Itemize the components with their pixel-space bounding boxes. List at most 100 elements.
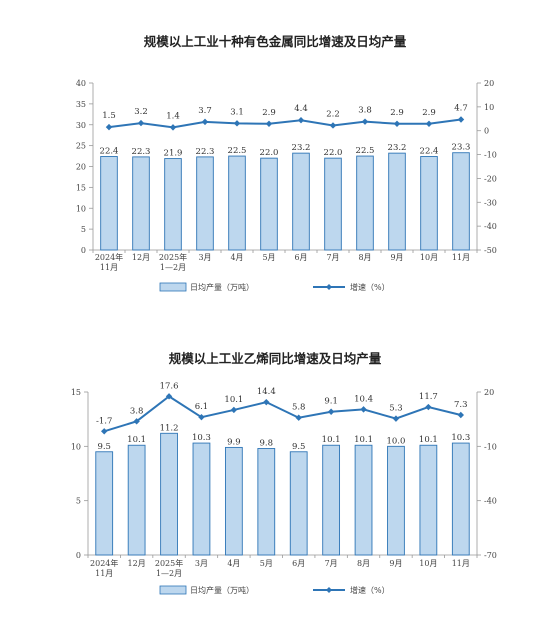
y2-tick-label: -20 <box>484 174 497 183</box>
y2-tick-label: 0 <box>484 127 489 136</box>
y2-tick-label: -10 <box>484 151 497 160</box>
bar <box>388 152 406 251</box>
bar-value-label: 9.5 <box>292 442 306 452</box>
legend-bar-swatch <box>159 282 187 292</box>
bar <box>451 442 470 556</box>
bar <box>160 432 178 556</box>
x-tick-label: 4月 <box>227 559 240 568</box>
bar <box>387 445 405 556</box>
bar-value-label: 10.1 <box>322 435 341 445</box>
x-tick-label: 2025年 <box>159 252 187 262</box>
growth-point <box>105 123 113 131</box>
growth-point <box>169 124 177 131</box>
bar <box>354 444 373 556</box>
bar-value-label: 22.4 <box>100 146 119 156</box>
growth-value-label: 4.7 <box>454 104 468 114</box>
growth-value-label: 5.8 <box>292 403 306 413</box>
growth-point <box>233 120 241 127</box>
legend-line-label: 增速（%） <box>350 282 390 292</box>
bar-value-label: 23.3 <box>452 143 471 153</box>
y-tick-label: 25 <box>76 142 86 151</box>
growth-point <box>425 403 432 411</box>
bar-value-label: 9.8 <box>260 439 274 449</box>
bar-value-label: 23.2 <box>292 143 311 153</box>
x-tick-label: 9月 <box>389 559 402 568</box>
x-tick-label: 12月 <box>132 253 150 262</box>
bar <box>292 152 310 251</box>
growth-point <box>392 415 400 422</box>
chart-1: 规模以上工业十种有色金属同比增速及日均产量 0 5 10 15 20 25 30 35 40 -50… <box>76 34 497 292</box>
growth-value-label: 11.7 <box>419 392 438 402</box>
y-tick-label: 30 <box>76 121 86 130</box>
y2-tick-label: 10 <box>484 103 494 112</box>
bar-value-label: 9.5 <box>97 442 111 452</box>
growth-point <box>295 414 302 421</box>
growth-value-label: 2.2 <box>326 109 340 119</box>
bar <box>452 152 470 251</box>
bar <box>95 451 114 556</box>
bar <box>132 156 150 251</box>
legend-line-marker <box>326 284 332 290</box>
x-tick-label: 3月 <box>198 253 211 262</box>
legend-line-label: 增速（%） <box>350 585 390 595</box>
y-tick-label: 20 <box>76 163 86 172</box>
growth-value-label: 2.9 <box>390 108 404 118</box>
growth-value-label: 9.1 <box>324 397 338 407</box>
bar-value-label: 9.9 <box>227 437 241 447</box>
bar <box>196 156 214 251</box>
growth-point <box>297 117 305 124</box>
x-tick-label: 11月 <box>452 559 470 568</box>
x-tick-label: 2024年 <box>95 252 123 262</box>
y2-tick-label: -10 <box>484 442 497 451</box>
bar-value-label: 22.3 <box>196 147 215 157</box>
x-tick-label: 3月 <box>195 559 208 568</box>
y2-tick-label: -40 <box>484 497 497 506</box>
x-tick-label: 11月 <box>100 263 118 272</box>
bar-value-label: 22.5 <box>228 146 247 156</box>
bar-value-label: 10.1 <box>354 435 373 445</box>
chart-title: 规模以上工业乙烯同比增速及日均产量 <box>169 351 382 366</box>
y-tick-label: 15 <box>71 388 81 397</box>
x-tick-label: 8月 <box>358 253 371 262</box>
x-tick-label: 7月 <box>326 253 339 262</box>
growth-value-label: 3.8 <box>130 406 144 416</box>
bar <box>224 446 243 556</box>
y2-tick-label: 20 <box>484 79 494 88</box>
growth-value-label: 10.1 <box>224 395 243 405</box>
growth-value-label: 17.6 <box>160 381 179 391</box>
growth-value-label: 10.4 <box>354 394 373 404</box>
x-tick-label: 1—2月 <box>156 569 182 578</box>
growth-value-label: 3.2 <box>134 107 148 117</box>
x-tick-label: 8月 <box>357 559 370 568</box>
growth-point <box>263 398 270 406</box>
legend-bar-swatch <box>159 585 187 595</box>
growth-point <box>457 116 465 123</box>
y2-tick-label: -70 <box>484 551 497 560</box>
bar <box>260 157 278 251</box>
bar-value-label: 23.2 <box>388 143 407 153</box>
chart-2: 规模以上工业乙烯同比增速及日均产量051015-70-40-10202024年1… <box>71 351 497 595</box>
growth-point <box>198 413 205 421</box>
bar <box>289 451 308 556</box>
bar <box>322 444 341 556</box>
y-tick-label: 10 <box>76 204 86 213</box>
bar-value-label: 22.3 <box>132 147 151 157</box>
bar-value-label: 22.4 <box>420 146 439 156</box>
x-tick-label: 9月 <box>390 253 403 262</box>
bar <box>419 444 438 556</box>
growth-value-label: -1.7 <box>96 416 112 426</box>
x-tick-label: 11月 <box>95 569 113 578</box>
x-tick-label: 5月 <box>262 253 275 262</box>
bar-value-label: 10.1 <box>127 435 146 445</box>
growth-value-label: 4.4 <box>294 104 308 114</box>
growth-point <box>165 393 173 400</box>
bar <box>228 155 246 251</box>
y2-tick-label: -50 <box>484 246 497 255</box>
growth-value-label: 3.1 <box>230 107 244 117</box>
y-tick-label: 5 <box>81 225 86 234</box>
growth-point <box>425 120 433 127</box>
bar-value-label: 10.3 <box>192 433 211 443</box>
growth-point <box>327 408 335 415</box>
growth-point <box>361 118 369 125</box>
